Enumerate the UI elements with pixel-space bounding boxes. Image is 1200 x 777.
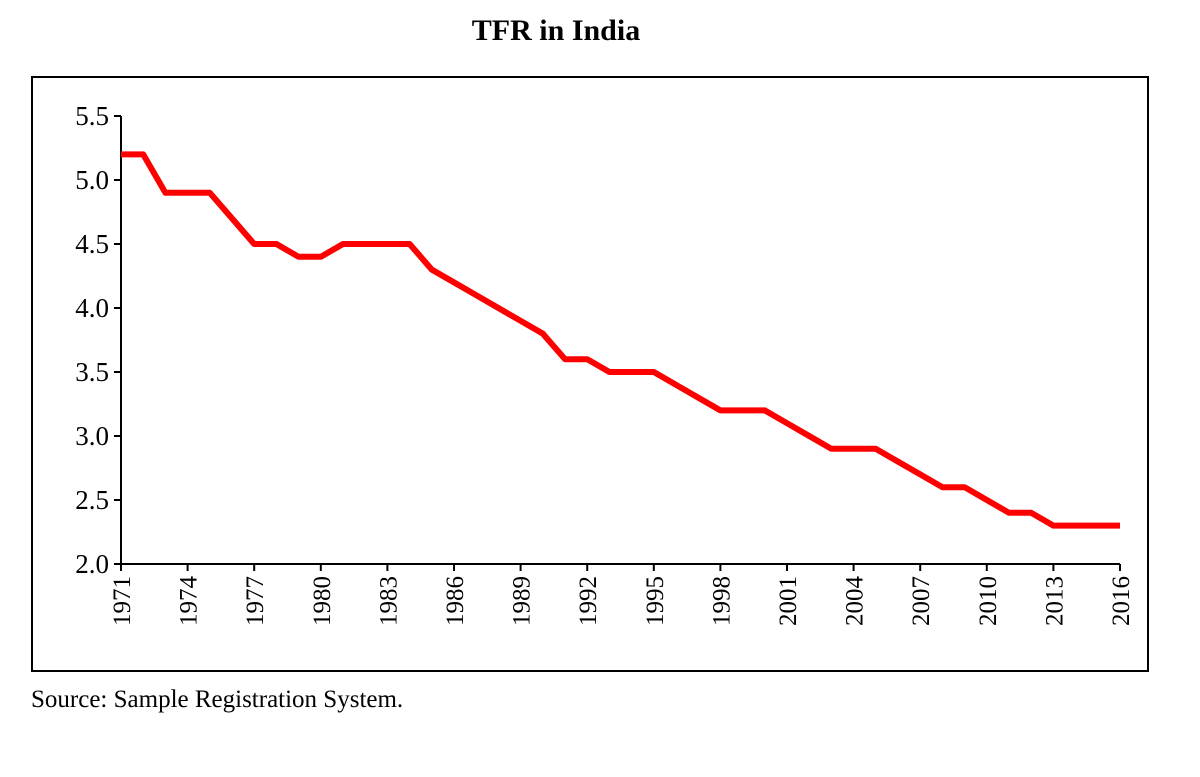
y-axis-ticks: 2.0 2.5 3.0 3.5 4.0 4.5 5.0 5.5 <box>75 101 121 579</box>
data-point <box>853 448 854 449</box>
data-point <box>209 192 210 193</box>
x-tick-label: 2013 <box>1041 576 1068 626</box>
data-point <box>254 244 255 245</box>
data-point <box>631 372 632 373</box>
data-point <box>143 154 144 155</box>
x-tick-label: 2001 <box>775 576 802 626</box>
chart-series <box>121 151 1121 529</box>
x-tick-label: 1983 <box>375 576 402 626</box>
data-point <box>720 410 721 411</box>
data-point <box>431 269 432 270</box>
data-point <box>1031 512 1032 513</box>
data-point <box>1120 525 1121 526</box>
data-point <box>964 487 965 488</box>
y-tick-label: 5.0 <box>75 165 109 195</box>
y-tick-label: 5.5 <box>75 101 109 131</box>
data-point <box>764 410 765 411</box>
data-point <box>542 333 543 334</box>
chart-axes <box>120 116 1120 565</box>
x-tick-label: 2004 <box>842 576 869 627</box>
x-tick-label: 1986 <box>442 576 469 626</box>
data-point <box>609 372 610 373</box>
y-tick-label: 2.0 <box>75 549 109 579</box>
data-point <box>875 448 876 449</box>
y-tick-label: 3.5 <box>75 357 109 387</box>
data-point <box>409 244 410 245</box>
data-point <box>476 295 477 296</box>
data-point <box>587 359 588 360</box>
data-point <box>1075 525 1076 526</box>
data-point <box>1009 512 1010 513</box>
x-tick-label: 1995 <box>642 576 669 626</box>
data-point <box>742 410 743 411</box>
data-point <box>1097 525 1098 526</box>
data-point <box>165 192 166 193</box>
y-tick-label: 3.0 <box>75 421 109 451</box>
y-tick-label: 4.0 <box>75 293 109 323</box>
data-point <box>365 244 366 245</box>
data-point <box>920 474 921 475</box>
y-tick-label: 4.5 <box>75 229 109 259</box>
data-point <box>520 320 521 321</box>
data-point <box>276 244 277 245</box>
data-point <box>698 397 699 398</box>
data-point <box>343 244 344 245</box>
x-tick-label: 1998 <box>708 576 735 626</box>
data-point <box>498 308 499 309</box>
data-point <box>232 218 233 219</box>
series-line-0 <box>121 151 1120 529</box>
data-point <box>320 256 321 257</box>
data-point <box>454 282 455 283</box>
x-axis-ticks: 1971 1974 1977 1980 1983 1986 1989 1992 1995 1998… <box>109 564 1135 626</box>
data-point <box>986 500 987 501</box>
chart-title: TFR in India <box>471 14 641 47</box>
x-tick-label: 1974 <box>176 576 203 627</box>
x-tick-label: 1980 <box>309 576 336 626</box>
data-point <box>676 384 677 385</box>
data-point <box>831 448 832 449</box>
x-tick-label: 2016 <box>1108 576 1135 626</box>
data-point <box>787 423 788 424</box>
data-point <box>898 461 899 462</box>
x-tick-label: 1989 <box>509 576 536 626</box>
x-tick-label: 1977 <box>242 576 269 626</box>
data-point <box>809 436 810 437</box>
data-point <box>121 154 122 155</box>
x-tick-label: 1992 <box>575 576 602 626</box>
data-point <box>565 359 566 360</box>
data-point <box>387 244 388 245</box>
data-point <box>1053 525 1054 526</box>
data-point <box>653 372 654 373</box>
x-tick-label: 2007 <box>908 576 935 626</box>
data-point <box>942 487 943 488</box>
source-note: Source: Sample Registration System. <box>31 686 404 713</box>
data-point <box>298 256 299 257</box>
x-tick-label: 1971 <box>109 576 136 626</box>
x-tick-label: 2010 <box>975 576 1002 626</box>
chart-frame <box>31 76 1149 672</box>
data-point <box>187 192 188 193</box>
y-tick-label: 2.5 <box>75 485 109 515</box>
